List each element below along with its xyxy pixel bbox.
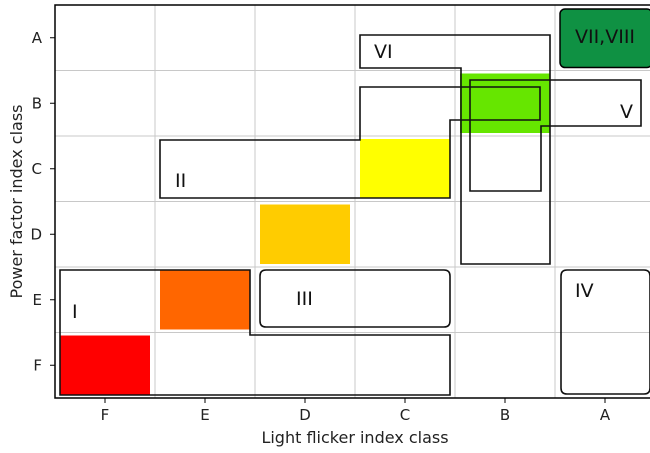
x-tick-label: E	[200, 406, 209, 424]
region-label: III	[296, 288, 313, 310]
region-outline-v	[469, 79, 642, 192]
heatmap-cell	[160, 270, 250, 330]
heatmap-cell	[60, 335, 150, 395]
region-outline-ii	[159, 86, 541, 199]
x-tick-label: A	[600, 406, 611, 424]
y-ticks: A B C D E F	[30, 29, 55, 374]
grid	[55, 5, 650, 398]
region-outline-vi	[359, 34, 551, 265]
region-label: IV	[575, 280, 594, 302]
region-outline-i	[59, 269, 451, 396]
region-label: II	[175, 170, 186, 192]
region-label: V	[620, 101, 633, 123]
y-tick-label: C	[32, 160, 42, 178]
y-axis-label: Power factor index class	[7, 105, 26, 299]
heatmap-cell	[360, 139, 450, 199]
y-tick-label: B	[32, 94, 42, 112]
plot-frame	[54, 4, 650, 399]
heatmap-cell	[460, 73, 550, 133]
region-outline-iii	[259, 269, 451, 328]
heatmap-cell	[260, 204, 350, 264]
region-label: VI	[374, 41, 393, 63]
y-tick-label: A	[32, 29, 43, 47]
x-tick-label: B	[500, 406, 510, 424]
x-tick-label: F	[101, 406, 110, 424]
x-axis-label: Light flicker index class	[261, 428, 448, 447]
y-tick-label: E	[33, 291, 42, 309]
heatmap-cells	[60, 8, 650, 395]
region-label: I	[72, 301, 78, 323]
x-tick-label: C	[400, 406, 410, 424]
y-tick-label: F	[33, 356, 42, 374]
region-label: VII,VIII	[575, 26, 635, 48]
region-outline-iv	[560, 269, 650, 395]
x-tick-label: D	[299, 406, 311, 424]
y-tick-label: D	[30, 225, 42, 243]
heatmap-cell	[559, 8, 650, 69]
